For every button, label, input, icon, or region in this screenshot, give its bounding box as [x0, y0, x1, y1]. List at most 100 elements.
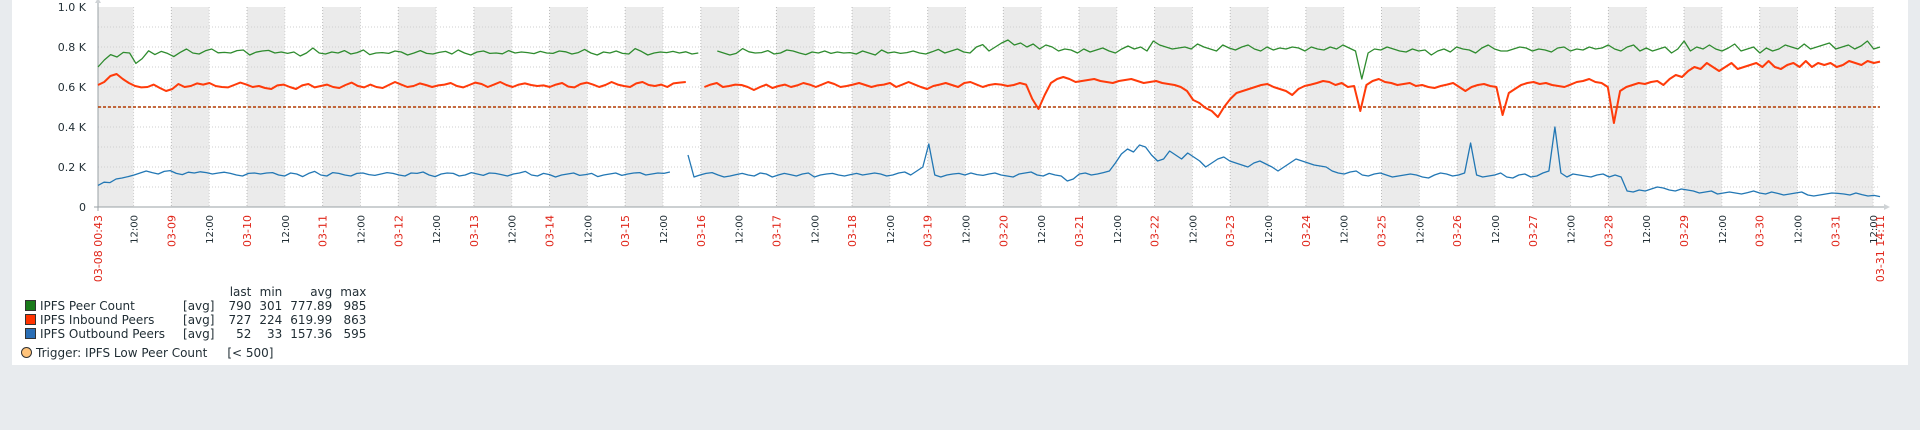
legend-min: 33: [266, 327, 283, 341]
legend-func: [avg]: [183, 299, 215, 313]
x-tick-label: 12:00: [659, 215, 670, 244]
legend-series-name: IPFS Peer Count: [40, 299, 135, 313]
x-tick-label: 12:00: [1793, 215, 1804, 244]
x-tick-label: 03-14: [544, 215, 557, 247]
y-tick-label: 0.8 K: [58, 41, 87, 54]
x-tick-label: 12:00: [281, 215, 292, 244]
legend-min: 224: [259, 313, 283, 327]
x-tick-label: 12:00: [1567, 215, 1578, 244]
x-tick-label: 12:00: [1113, 215, 1124, 244]
x-tick-label: 03-23: [1224, 215, 1237, 247]
trigger-condition: [< 500]: [227, 346, 274, 360]
x-tick-label: 03-12: [392, 215, 405, 247]
x-tick-label: 03-29: [1678, 215, 1691, 247]
legend-trigger-row: Trigger: IPFS Low Peer Count [< 500]: [21, 346, 370, 360]
x-tick-label: 03-27: [1527, 215, 1540, 247]
x-tick-label: 03-22: [1149, 215, 1162, 247]
legend-min: 301: [259, 299, 283, 313]
x-tick-label: 03-24: [1300, 215, 1313, 247]
x-tick-label: 03-08 00:43: [92, 215, 105, 282]
series-line-peer-count: [97, 39, 1881, 80]
x-tick-label: 03-20: [997, 215, 1010, 247]
x-tick-label: 12:00: [1264, 215, 1275, 244]
x-tick-label: 03-28: [1602, 215, 1615, 247]
legend-header-avg: avg: [310, 285, 333, 299]
x-tick-labels: 03-08 00:43 12:00 03-09 12:00 03-10 12:00 03-1…: [92, 215, 1887, 282]
x-tick-label: 03-15: [619, 215, 632, 247]
y-tick-labels: 0 0.2 K 0.4 K 0.6 K 0.8 K 1.0 K: [58, 1, 87, 214]
x-tick-label: 03-16: [695, 215, 708, 247]
x-tick-label: 03-17: [770, 215, 783, 247]
legend: last min avg max IPFS Peer Count [avg] 7…: [21, 285, 370, 360]
x-tick-label: 12:00: [1037, 215, 1048, 244]
y-tick-label: 1.0 K: [58, 1, 87, 14]
legend-func: [avg]: [183, 313, 215, 327]
legend-header-row: last min avg max: [21, 285, 370, 299]
legend-avg: 157.36: [290, 327, 333, 341]
legend-row-inbound-peers: IPFS Inbound Peers [avg] 727 224 619.99 …: [21, 313, 370, 327]
x-tick-label: 12:00: [1642, 215, 1653, 244]
x-axis-arrow-icon: [1884, 204, 1890, 210]
y-tick-label: 0.4 K: [58, 121, 87, 134]
x-tick-label: 12:00: [1869, 215, 1880, 244]
y-axis-arrow-icon: [95, 0, 101, 3]
x-tick-label: 12:00: [356, 215, 367, 244]
y-tick-label: 0.6 K: [58, 81, 87, 94]
x-tick-label: 12:00: [1491, 215, 1502, 244]
legend-avg: 777.89: [290, 299, 333, 313]
legend-series-name: IPFS Outbound Peers: [40, 327, 166, 341]
legend-series-name: IPFS Inbound Peers: [40, 313, 155, 327]
y-tick-label: 0.2 K: [58, 161, 87, 174]
legend-max: 595: [343, 327, 367, 341]
legend-swatch-green: [25, 300, 36, 311]
x-tick-label: 03-11: [317, 215, 330, 247]
x-tick-label: 12:00: [583, 215, 594, 244]
legend-header-max: max: [340, 285, 367, 299]
x-tick-label: 12:00: [205, 215, 216, 244]
x-tick-label: 12:00: [508, 215, 519, 244]
x-tick-label: 12:00: [432, 215, 443, 244]
legend-table: last min avg max IPFS Peer Count [avg] 7…: [21, 285, 370, 341]
legend-row-peer-count: IPFS Peer Count [avg] 790 301 777.89 985: [21, 299, 370, 313]
legend-header-min: min: [259, 285, 283, 299]
x-tick-label: 03-13: [468, 215, 481, 247]
legend-func: [avg]: [183, 327, 215, 341]
x-tick-label: 12:00: [810, 215, 821, 244]
graph-panel: 0 0.2 K 0.4 K 0.6 K 0.8 K 1.0 K 03-08 00:43 12…: [12, 0, 1908, 365]
legend-max: 985: [343, 299, 367, 313]
x-tick-label: 03-09: [165, 215, 178, 247]
series-lines: [97, 39, 1881, 198]
x-tick-label: 03-31: [1829, 215, 1842, 247]
x-tick-label: 12:00: [735, 215, 746, 244]
legend-swatch-red: [25, 314, 36, 325]
x-tick-label: 03-19: [922, 215, 935, 247]
x-tick-label: 12:00: [886, 215, 897, 244]
legend-last: 790: [228, 299, 252, 313]
x-tick-label: 03-18: [846, 215, 859, 247]
legend-avg: 619.99: [290, 313, 333, 327]
x-tick-label: 03-25: [1376, 215, 1389, 247]
series-line-outbound-peers: [97, 126, 1881, 198]
chart-svg: 0 0.2 K 0.4 K 0.6 K 0.8 K 1.0 K 03-08 00:43 12…: [58, 0, 1890, 282]
legend-last: 727: [228, 313, 252, 327]
x-tick-label: 03-21: [1073, 215, 1086, 247]
trigger-name: Trigger: IPFS Low Peer Count: [36, 346, 208, 360]
x-tick-label: 12:00: [1718, 215, 1729, 244]
x-tick-label: 03-26: [1451, 215, 1464, 247]
x-tick-label: 12:00: [962, 215, 973, 244]
x-tick-label: 03-31 14:11: [1874, 215, 1887, 282]
x-tick-label: 12:00: [130, 215, 141, 244]
legend-swatch-blue: [25, 328, 36, 339]
x-tick-label: 12:00: [1188, 215, 1199, 244]
x-tick-label: 03-30: [1754, 215, 1767, 247]
x-tick-label: 12:00: [1415, 215, 1426, 244]
legend-last: 52: [236, 327, 252, 341]
legend-row-outbound-peers: IPFS Outbound Peers [avg] 52 33 157.36 5…: [21, 327, 370, 341]
legend-header-last: last: [229, 285, 252, 299]
x-tick-label: 12:00: [1340, 215, 1351, 244]
legend-max: 863: [343, 313, 367, 327]
series-line-inbound-peers: [97, 60, 1881, 124]
y-tick-label: 0: [79, 201, 86, 214]
trigger-circle-icon: [21, 347, 32, 358]
x-tick-label: 03-10: [241, 215, 254, 247]
